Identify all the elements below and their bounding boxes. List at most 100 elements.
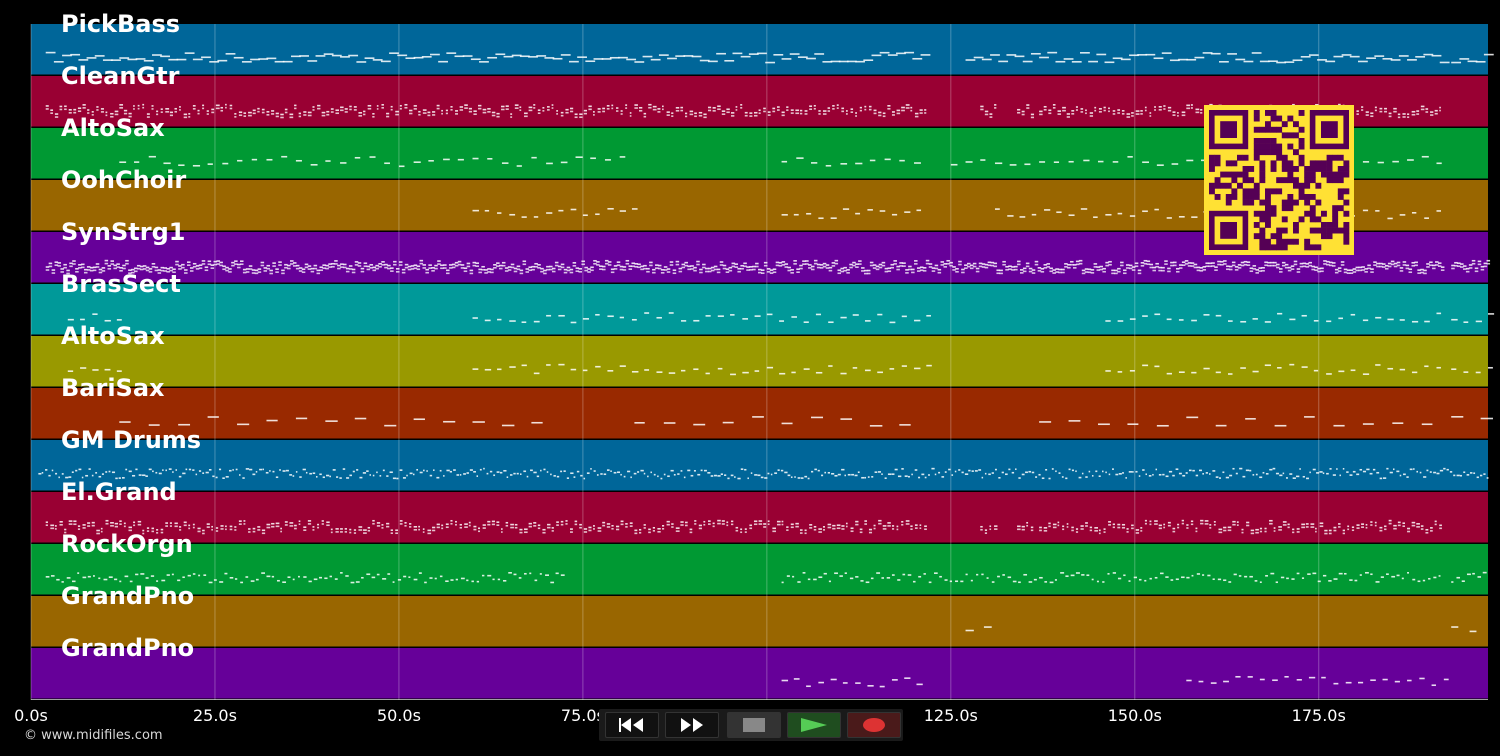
note <box>1296 679 1302 681</box>
rewind-button[interactable] <box>605 712 659 738</box>
note <box>737 477 741 480</box>
note <box>760 269 765 271</box>
note <box>50 524 55 527</box>
note <box>1411 371 1418 374</box>
note <box>852 261 856 264</box>
note <box>1068 420 1081 422</box>
note <box>225 528 227 531</box>
note <box>1007 576 1012 579</box>
note <box>1355 266 1360 269</box>
note <box>345 267 350 270</box>
note <box>1380 576 1384 578</box>
note <box>1477 576 1482 578</box>
note <box>441 527 444 530</box>
note <box>1154 523 1158 525</box>
note <box>950 163 958 166</box>
note <box>814 53 825 55</box>
note <box>1154 520 1158 522</box>
note <box>1071 61 1082 63</box>
note <box>418 572 422 574</box>
note <box>260 264 265 267</box>
note <box>1023 573 1028 576</box>
note <box>220 106 224 109</box>
note <box>863 272 868 275</box>
note <box>1234 269 1239 271</box>
stop-button[interactable] <box>727 712 781 738</box>
note <box>225 525 227 528</box>
note <box>1370 112 1374 115</box>
note <box>891 114 895 116</box>
note <box>376 573 380 576</box>
note <box>916 267 921 269</box>
note <box>455 110 459 112</box>
note <box>818 217 824 220</box>
note <box>463 270 468 273</box>
note <box>916 270 921 272</box>
note <box>619 268 624 271</box>
note <box>869 264 874 267</box>
track-label: BariSax <box>61 374 165 402</box>
note <box>1241 531 1244 534</box>
note <box>1215 371 1221 374</box>
note <box>763 107 766 110</box>
record-button[interactable] <box>847 712 901 738</box>
note <box>1120 264 1124 267</box>
note <box>989 528 992 531</box>
note <box>68 520 73 522</box>
note <box>68 112 72 114</box>
note <box>146 113 150 115</box>
note <box>291 55 301 58</box>
note <box>472 368 479 370</box>
note <box>172 471 174 473</box>
note <box>834 259 839 262</box>
note <box>1451 264 1455 267</box>
note <box>1128 580 1131 582</box>
note <box>133 108 135 110</box>
note <box>409 109 413 112</box>
note <box>575 156 583 158</box>
note <box>234 113 237 115</box>
note <box>243 112 247 114</box>
note <box>416 268 421 271</box>
note <box>1186 107 1191 110</box>
note <box>864 108 867 111</box>
track-lane: BariSax <box>31 374 1493 439</box>
note <box>321 114 326 117</box>
note <box>1301 526 1306 529</box>
note <box>763 261 768 264</box>
note <box>369 156 376 158</box>
note <box>1388 522 1392 525</box>
note <box>1406 476 1409 478</box>
note <box>45 576 50 578</box>
note <box>1108 263 1112 266</box>
note <box>902 262 906 264</box>
note <box>1417 272 1421 274</box>
note <box>1123 574 1126 577</box>
note <box>450 579 454 581</box>
note <box>151 263 156 265</box>
note <box>968 469 971 472</box>
note <box>781 214 788 216</box>
note <box>57 262 62 264</box>
fast-forward-button[interactable] <box>665 712 719 738</box>
note <box>1062 525 1065 528</box>
note <box>543 269 547 272</box>
note <box>1289 318 1296 321</box>
note <box>369 474 371 476</box>
note <box>702 263 706 266</box>
note <box>891 213 898 216</box>
note <box>1117 523 1121 526</box>
play-button[interactable] <box>787 712 841 738</box>
note <box>572 262 577 264</box>
note <box>496 471 500 473</box>
note <box>104 262 109 265</box>
note <box>1429 471 1432 473</box>
note <box>448 267 453 269</box>
note <box>115 477 118 480</box>
note <box>1127 156 1133 158</box>
note <box>1182 474 1186 477</box>
note <box>689 113 694 116</box>
note <box>238 114 243 117</box>
note <box>413 264 418 267</box>
note <box>290 260 294 262</box>
